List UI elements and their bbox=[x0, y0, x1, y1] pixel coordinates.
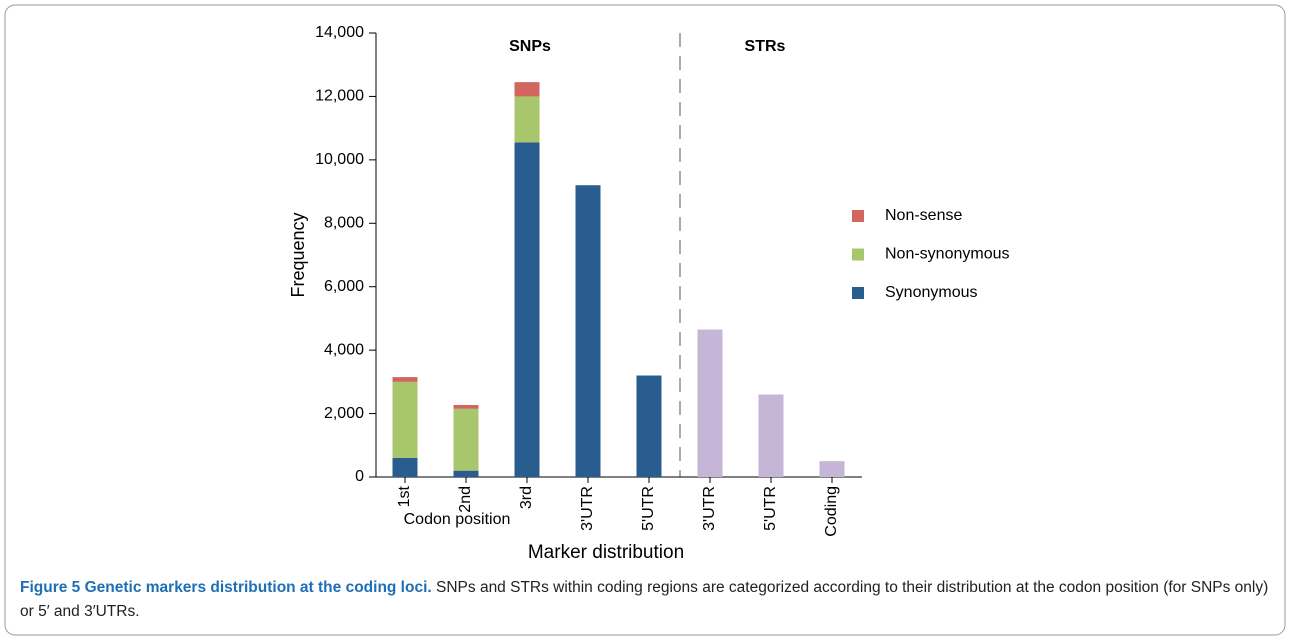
y-tick-label: 4,000 bbox=[324, 341, 364, 358]
frame bbox=[4, 4, 1286, 636]
caption-title: Figure 5 Genetic markers distribution at… bbox=[20, 579, 432, 596]
group-label: Codon position bbox=[404, 511, 511, 528]
bar-segment bbox=[636, 375, 662, 477]
x-tick-label: 3rd bbox=[518, 486, 535, 509]
legend-swatch bbox=[852, 210, 864, 222]
y-tick-label: 2,000 bbox=[324, 405, 364, 422]
x-tick-label: 3'UTR bbox=[579, 486, 596, 531]
x-axis-label: Marker distribution bbox=[528, 542, 684, 563]
y-tick-label: 0 bbox=[355, 468, 364, 485]
y-tick-label: 10,000 bbox=[315, 151, 364, 168]
y-tick-label: 14,000 bbox=[315, 24, 364, 41]
bar-segment bbox=[514, 96, 540, 143]
bar-segment bbox=[758, 394, 784, 477]
caption: Figure 5 Genetic markers distribution at… bbox=[20, 576, 1278, 624]
y-tick-label: 8,000 bbox=[324, 215, 364, 232]
bar-segment bbox=[697, 329, 723, 477]
bar-segment bbox=[392, 457, 418, 477]
x-tick-label: 5'UTR bbox=[762, 486, 779, 531]
y-tick-label: 12,000 bbox=[315, 88, 364, 105]
bar-segment bbox=[453, 470, 479, 477]
bar-segment bbox=[392, 381, 418, 458]
legend-label: Synonymous bbox=[885, 284, 978, 301]
annotation: STRs bbox=[745, 38, 786, 55]
legend-label: Non-synonymous bbox=[885, 246, 1010, 263]
y-tick-label: 6,000 bbox=[324, 278, 364, 295]
legend-swatch bbox=[852, 287, 864, 299]
x-tick-label: 1st bbox=[396, 485, 413, 507]
x-tick-label: 2nd bbox=[457, 486, 474, 513]
x-tick-label: 3'UTR bbox=[701, 486, 718, 531]
bar-segment bbox=[392, 377, 418, 382]
bar-segment bbox=[453, 405, 479, 409]
legend-swatch bbox=[852, 248, 864, 261]
y-axis-label: Frequency bbox=[288, 212, 308, 297]
bar-segment bbox=[453, 408, 479, 471]
annotation: SNPs bbox=[509, 38, 551, 55]
x-tick-label: Coding bbox=[823, 486, 840, 537]
x-tick-label: 5'UTR bbox=[640, 486, 657, 531]
bar-segment bbox=[514, 142, 540, 477]
bar-segment bbox=[514, 82, 540, 97]
bar-segment bbox=[575, 185, 601, 477]
bar-segment bbox=[819, 461, 845, 477]
legend-label: Non-sense bbox=[885, 207, 962, 224]
caption-text: SNPs and STRs within coding regions are … bbox=[20, 579, 1269, 620]
